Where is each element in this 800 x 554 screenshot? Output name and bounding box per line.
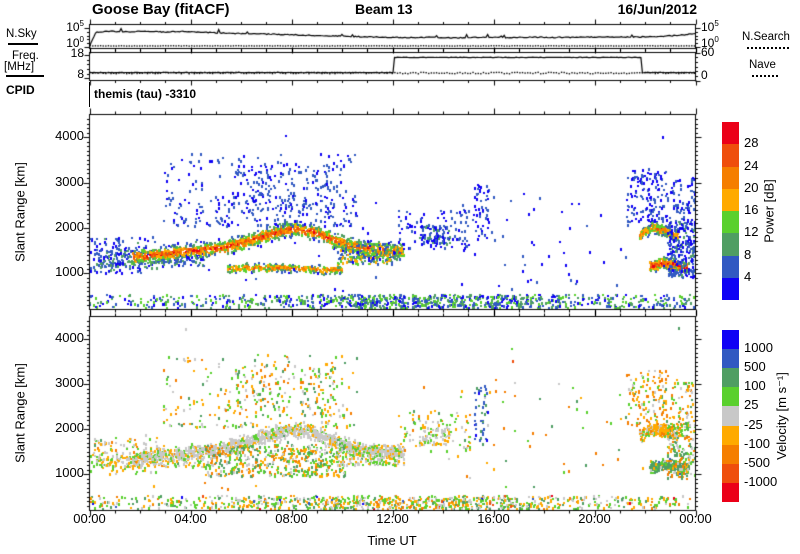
freq-ytick-bottom: 8 [50, 67, 84, 81]
cb-power-tick-label: 4 [744, 268, 752, 284]
cb-vel-segment [722, 406, 739, 426]
velocity-colorbar [722, 330, 739, 502]
x-tick-label: 00:00 [73, 511, 106, 526]
power-ytick-label: 1000 [55, 264, 84, 280]
power-rti-canvas [81, 106, 704, 318]
cb-vel-tick-label: 100 [744, 378, 766, 394]
power-ytick-label: 3000 [55, 173, 84, 189]
vel-ytick-label: 2000 [55, 420, 84, 436]
freq-legend-line [6, 75, 44, 77]
nsearch-label: N.Search [742, 31, 790, 43]
cb-power-segment [722, 233, 739, 256]
cb-vel-tick-label: 1000 [744, 340, 773, 356]
cb-vel-segment [722, 425, 739, 445]
nave-label: Nave [749, 59, 776, 71]
cb-vel-segment [722, 482, 739, 502]
cb-power-segment [722, 211, 739, 234]
cb-power-tick-label: 16 [744, 202, 759, 217]
x-tick-label: 20:00 [578, 511, 611, 526]
vel-ytick-label: 1000 [55, 465, 84, 481]
power-colorbar [722, 122, 739, 300]
cb-power-tick-label: 24 [744, 157, 759, 173]
cb-vel-tick-label: -100 [744, 435, 771, 451]
cb-power-segment [722, 188, 739, 211]
cb-vel-tick-label: -500 [744, 454, 771, 470]
x-tick-label: 16:00 [477, 511, 510, 526]
date-title: 16/Jun/2012 [617, 1, 697, 17]
nsky-legend-line [8, 43, 38, 45]
vel-ytick-label: 3000 [55, 375, 84, 391]
freq-label-line2: [MHz] [4, 61, 35, 73]
power-ytick-label: 2000 [55, 218, 84, 234]
frequency-plot-canvas [81, 44, 704, 89]
power-ytick-label: 4000 [55, 128, 84, 144]
nave-ytick-top: 60 [701, 45, 715, 59]
cb-vel-segment [722, 368, 739, 388]
x-tick-label: 12:00 [376, 511, 409, 526]
nave-ytick-bottom: 0 [701, 68, 708, 82]
cb-power-segment [722, 277, 739, 300]
station-title: Goose Bay (fitACF) [92, 1, 230, 18]
cb-power-segment [722, 255, 739, 278]
cb-vel-tick-label: 500 [744, 359, 766, 375]
freq-ytick-top: 18 [70, 46, 84, 60]
cb-vel-segment [722, 349, 739, 369]
x-tick-label: 04:00 [174, 511, 207, 526]
x-tick-label: 08:00 [275, 511, 308, 526]
cb-vel-segment [722, 444, 739, 464]
cb-vel-segment [722, 387, 739, 407]
noise-ytick-top-right: 105 [701, 19, 719, 34]
freq-label-line1: Freq. [12, 50, 39, 62]
noise-ytick-bottom-right: 100 [701, 35, 719, 50]
vel-ytick-label: 4000 [55, 330, 84, 346]
cb-vel-tick-label: -1000 [744, 473, 778, 489]
cb-power-segment [722, 166, 739, 189]
cb-power-tick-label: 28 [744, 135, 759, 151]
cb-power-segment [722, 144, 739, 167]
cb-power-tick-label: 20 [744, 179, 759, 195]
velocity-rti-canvas [81, 308, 704, 519]
cb-vel-segment [722, 463, 739, 483]
cpid-value: themis (tau) -3310 [94, 87, 197, 101]
noise-ytick-top-left: 105 [66, 20, 84, 34]
cpid-tick [89, 82, 90, 107]
cb-vel-tick-label: -25 [744, 416, 763, 432]
cb-power-tick-label: 8 [744, 246, 752, 262]
cb-power-segment [722, 122, 739, 145]
velocity-yaxis-label: Slant Range [km] [12, 363, 28, 463]
time-axis-label: Time UT [367, 533, 417, 548]
cb-power-tick-label: 12 [744, 224, 759, 240]
beam-title: Beam 13 [355, 1, 413, 17]
x-tick-label: 00:00 [679, 511, 712, 526]
power-yaxis-label: Slant Range [km] [12, 162, 28, 262]
cb-vel-tick-label: 25 [744, 397, 759, 413]
cpid-label: CPID [6, 83, 35, 97]
nsearch-legend-line [747, 47, 789, 49]
nsky-label: N.Sky [6, 28, 37, 40]
nave-legend-line [752, 75, 778, 77]
cb-vel-segment [722, 330, 739, 350]
